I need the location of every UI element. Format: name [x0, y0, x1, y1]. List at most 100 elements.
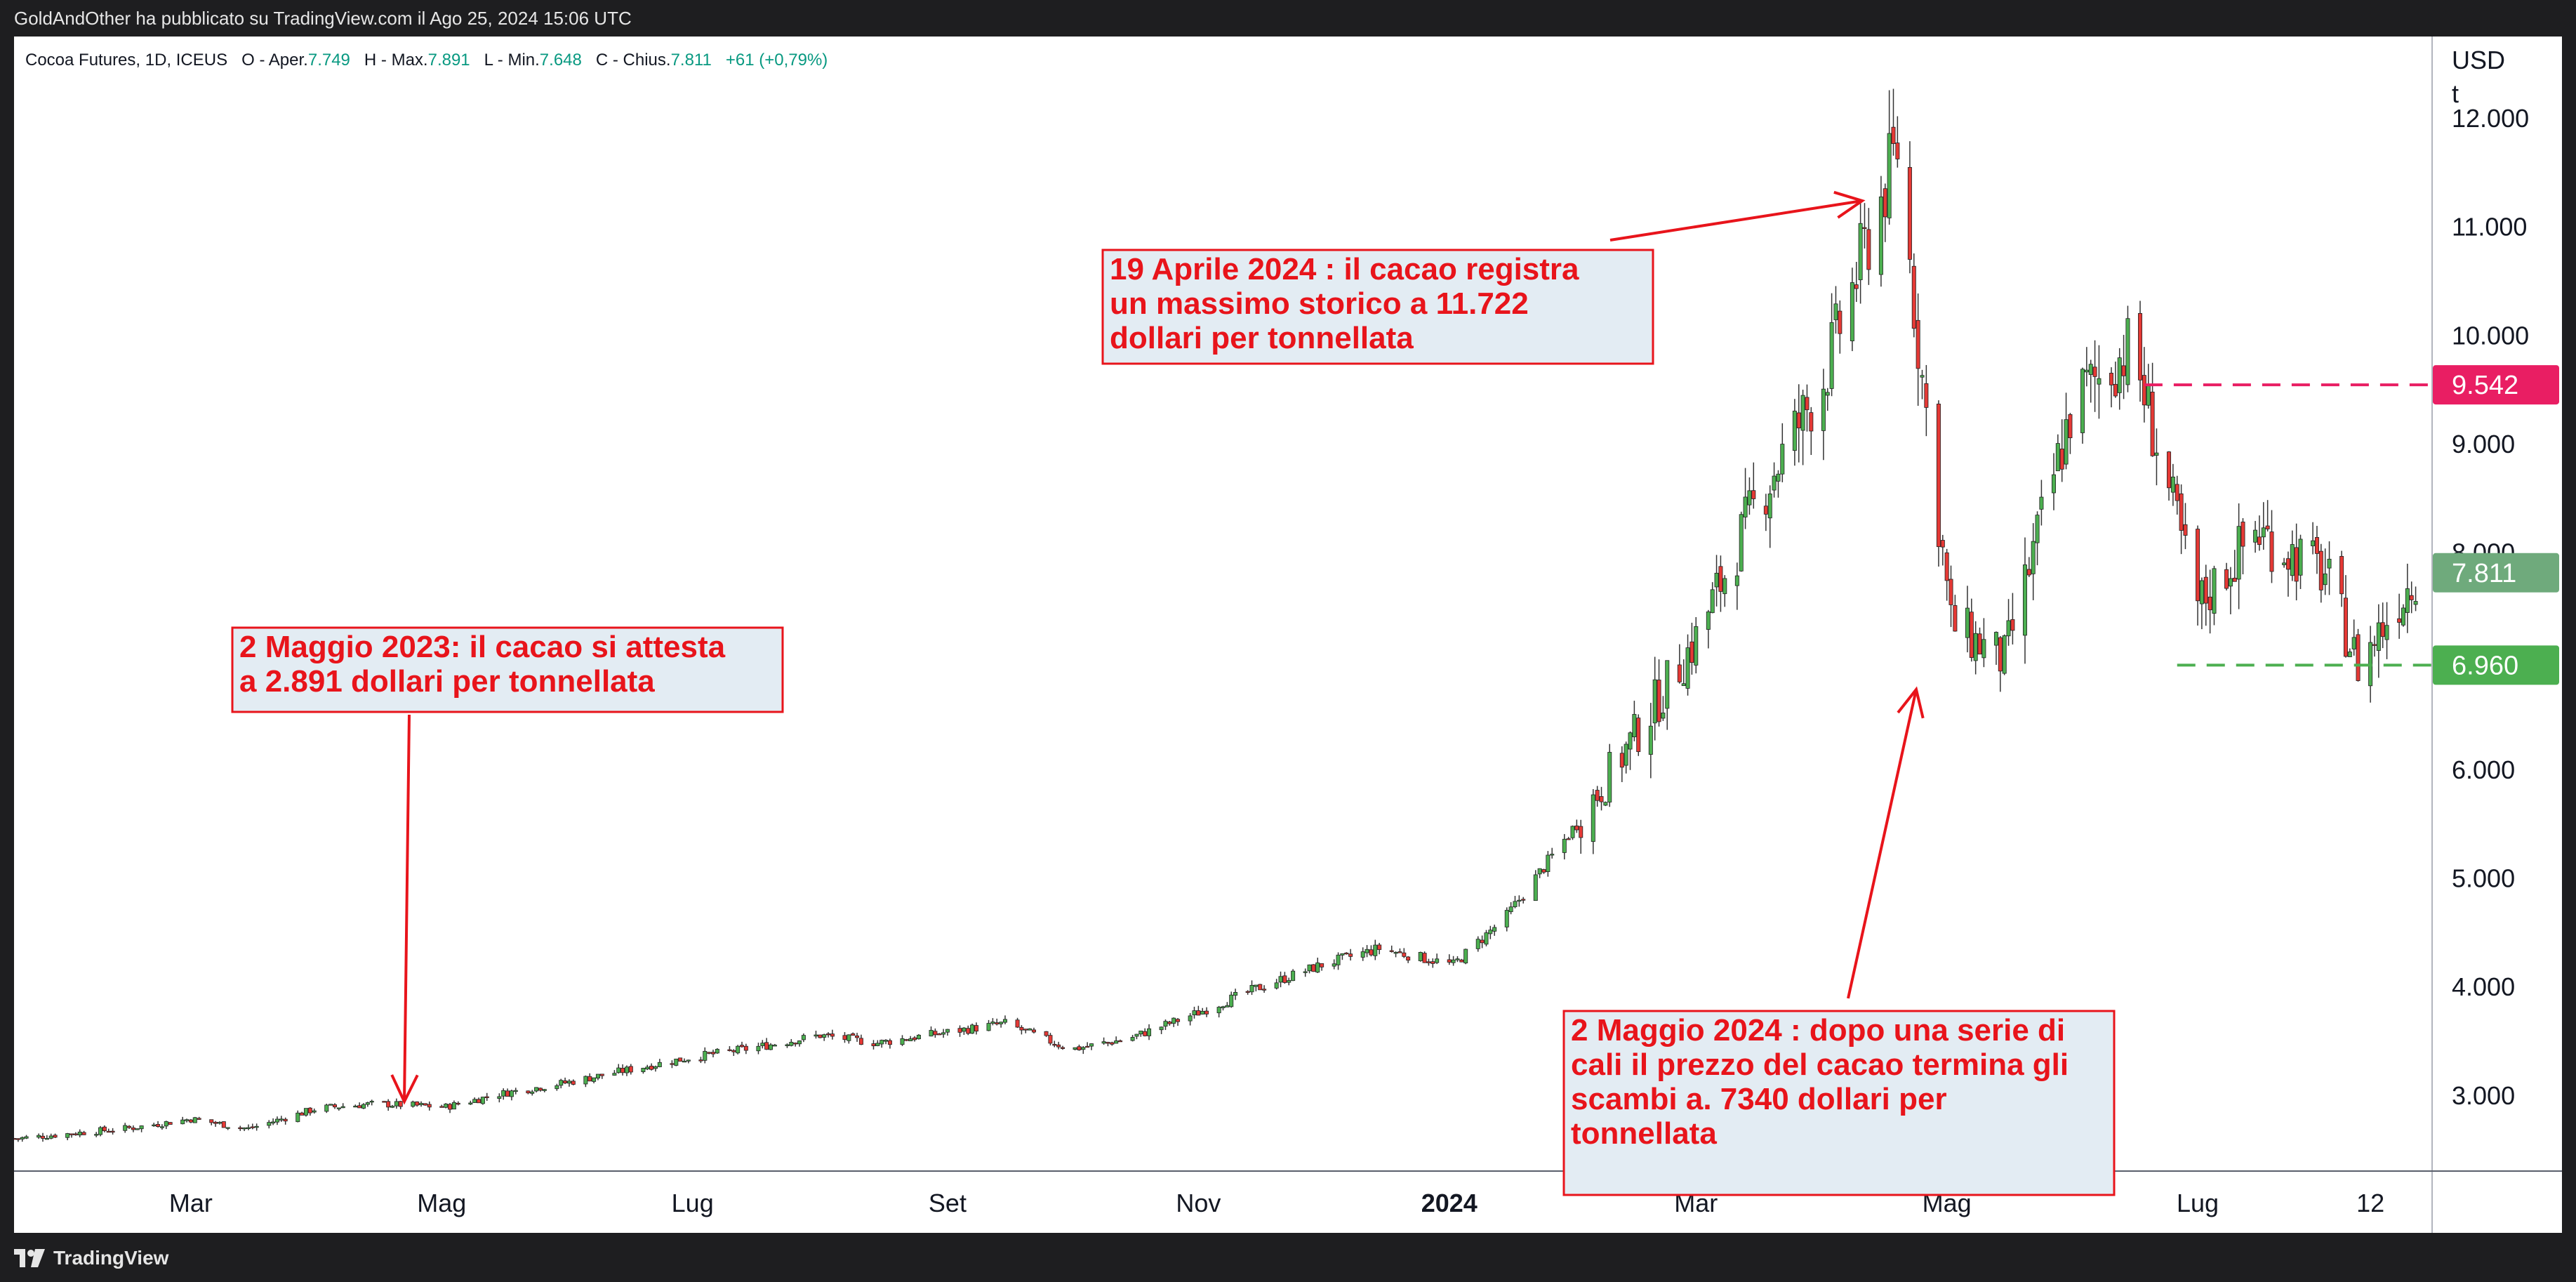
candle-body: [670, 1063, 675, 1065]
y-tick-label: 9.000: [2452, 430, 2515, 458]
candle-body: [1451, 959, 1456, 963]
candle-body: [1167, 1022, 1172, 1024]
candle-body: [1677, 664, 1682, 682]
candle-body: [2351, 637, 2356, 649]
resistance-price-box: [2433, 365, 2559, 405]
candle-body: [1344, 952, 1349, 955]
candle-body: [879, 1040, 884, 1045]
candle-body: [300, 1112, 305, 1116]
candle-body: [254, 1125, 259, 1128]
candle-body: [1278, 976, 1283, 983]
candle-body: [307, 1107, 312, 1114]
candle-body: [48, 1135, 53, 1139]
candle-body: [2339, 555, 2344, 595]
candle-body: [328, 1104, 333, 1106]
candle-body: [1850, 282, 1854, 342]
candle-body: [225, 1127, 230, 1129]
candle-body: [740, 1045, 745, 1048]
candle-body: [1858, 223, 1863, 280]
candle-body: [2031, 541, 2036, 574]
candle-body: [990, 1022, 995, 1024]
candle-body: [2224, 569, 2229, 589]
candle-body: [1603, 802, 1608, 806]
candle-body: [1031, 1029, 1036, 1033]
candle-body: [1636, 718, 1641, 753]
candle-body: [1714, 572, 1719, 588]
candle-body: [106, 1130, 111, 1133]
candle-body: [2059, 449, 2064, 470]
candle-body: [1143, 1031, 1148, 1036]
candle-body: [1282, 975, 1287, 983]
candle-body: [1028, 1028, 1033, 1031]
candle-body: [711, 1052, 716, 1055]
candle-body: [538, 1088, 543, 1091]
arrow-april-2024-head: [1833, 190, 1866, 219]
candle-body: [542, 1089, 547, 1091]
candle-body: [73, 1133, 78, 1135]
candle-body: [1533, 874, 1538, 901]
candle-body: [1887, 133, 1892, 218]
candle-body: [2022, 564, 2027, 636]
candle-body: [884, 1040, 889, 1042]
candle-body: [1373, 944, 1378, 956]
candle-body: [1118, 1040, 1123, 1043]
price-chart[interactable]: USDt3.0004.0005.0006.0007.0008.0009.0001…: [14, 37, 2562, 1233]
currency-label: USD: [2452, 46, 2505, 74]
candle-body: [1435, 958, 1440, 963]
current-price-label: 7.811: [2452, 559, 2516, 588]
candle-body: [559, 1080, 564, 1086]
candle-body: [1916, 319, 1920, 369]
tradingview-logo[interactable]: TradingView: [14, 1247, 168, 1269]
candle-body: [2080, 369, 2085, 433]
candle-body: [2314, 537, 2319, 554]
footer-brand: TradingView: [53, 1247, 169, 1269]
candle-body: [941, 1032, 946, 1035]
candle-body: [587, 1076, 592, 1082]
candle-body: [2401, 607, 2405, 626]
candle-body: [415, 1101, 420, 1106]
candle-body: [657, 1062, 662, 1067]
y-tick-label: 10.000: [2452, 321, 2529, 350]
candle-body: [1130, 1037, 1135, 1041]
candle-body: [468, 1102, 473, 1105]
candle-body: [81, 1132, 86, 1135]
candle-body: [279, 1118, 284, 1121]
candle-body: [451, 1102, 456, 1110]
candle-body: [123, 1125, 128, 1131]
y-tick-label: 11.000: [2452, 213, 2527, 242]
candle-body: [1579, 826, 1584, 838]
candle-body: [484, 1096, 489, 1098]
candle-body: [271, 1121, 276, 1124]
candle-body: [1081, 1047, 1086, 1050]
candle-body: [1221, 1006, 1226, 1008]
candle-body: [2109, 373, 2114, 385]
x-tick-label: Mag: [417, 1189, 466, 1217]
candle-body: [1767, 494, 1772, 519]
candle-body: [1418, 951, 1423, 961]
candle-body: [340, 1106, 345, 1109]
candle-body: [2323, 573, 2328, 586]
candle-body: [1776, 473, 1781, 482]
support-price-box: [2433, 645, 2559, 685]
candle-body: [851, 1033, 856, 1036]
candle-body: [1134, 1033, 1139, 1037]
candle-body: [1002, 1019, 1007, 1023]
candle-body: [801, 1035, 806, 1040]
y-tick-label: 12.000: [2452, 104, 2529, 133]
candle-body: [1599, 796, 1604, 802]
candle-body: [1463, 949, 1468, 964]
candle-body: [1940, 540, 1945, 548]
candle-body: [1809, 412, 1814, 432]
candle-body: [2347, 652, 2352, 657]
candle-body: [1077, 1046, 1082, 1050]
candle-body: [624, 1066, 629, 1073]
candle-body: [1360, 951, 1365, 958]
x-tick-label: Set: [929, 1189, 967, 1217]
candle-body: [645, 1066, 650, 1070]
annotation-may-2024-line: cali il prezzo del cacao termina gli: [1571, 1048, 2069, 1082]
candle-body: [2236, 526, 2241, 580]
chart-panel[interactable]: USDt3.0004.0005.0006.0007.0008.0009.0001…: [14, 37, 2562, 1233]
candle-body: [1262, 989, 1267, 991]
candle-body: [2125, 318, 2130, 385]
